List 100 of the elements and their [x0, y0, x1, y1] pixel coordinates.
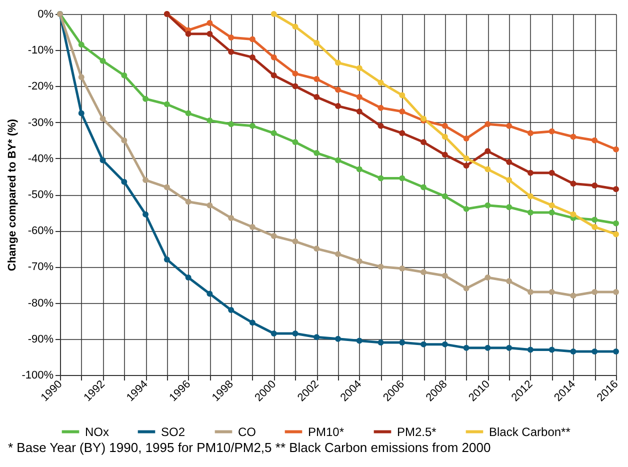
point [228, 214, 234, 221]
point [78, 42, 84, 48]
y-tick-label: -60% [28, 225, 54, 238]
point [270, 11, 277, 17]
point [570, 211, 576, 218]
point [420, 269, 427, 276]
point [484, 344, 491, 351]
point [292, 330, 298, 336]
point [506, 122, 512, 129]
point [463, 162, 470, 169]
y-tick-label: -30% [28, 116, 54, 129]
point [527, 210, 534, 216]
point [249, 122, 256, 129]
y-tick-label: -100% [22, 370, 54, 382]
y-tick-label: -20% [28, 80, 54, 93]
y-tick-label: -90% [28, 333, 54, 346]
point [592, 348, 598, 355]
point [527, 288, 534, 295]
point [484, 121, 491, 128]
point [206, 290, 213, 297]
point [378, 80, 384, 86]
legend-label: PM2.5* [397, 424, 437, 439]
point [506, 204, 512, 210]
point [442, 134, 448, 140]
point [185, 198, 192, 205]
point [292, 70, 298, 77]
point [442, 122, 448, 129]
point [335, 86, 341, 93]
point [270, 330, 277, 336]
point [442, 152, 448, 158]
point [228, 121, 234, 128]
point [527, 193, 534, 200]
point [592, 288, 598, 295]
point [356, 108, 362, 114]
legend-label: SO2 [161, 424, 186, 439]
point [613, 186, 619, 192]
point [463, 136, 470, 142]
point [314, 76, 320, 82]
point [527, 170, 534, 176]
point [185, 274, 192, 281]
point [314, 150, 320, 156]
point [270, 54, 277, 60]
point [484, 148, 491, 154]
point [506, 344, 512, 351]
point [270, 72, 277, 78]
point [335, 157, 341, 164]
point [570, 292, 576, 299]
point [442, 341, 448, 348]
point [206, 30, 213, 37]
point [100, 116, 106, 122]
point [613, 146, 619, 152]
point [548, 170, 555, 176]
point [314, 334, 320, 340]
point [249, 320, 256, 326]
point [613, 231, 619, 238]
point [164, 184, 170, 190]
point [463, 206, 470, 212]
point [420, 139, 427, 146]
point [270, 233, 277, 240]
point [206, 20, 213, 26]
point [570, 180, 576, 187]
point [292, 83, 298, 90]
point [548, 210, 555, 216]
y-tick-label: -10% [28, 44, 54, 57]
y-tick-label: 0% [38, 8, 54, 20]
point [442, 272, 448, 279]
point [399, 266, 406, 272]
point [506, 177, 512, 184]
legend-label: Black Carbon** [489, 424, 571, 439]
point [356, 338, 362, 344]
point [314, 94, 320, 100]
point [399, 175, 406, 182]
y-tick-label: -70% [28, 261, 54, 274]
point [356, 258, 362, 264]
point [399, 340, 406, 346]
point [527, 130, 534, 136]
point [335, 103, 341, 110]
point [420, 184, 427, 190]
point [292, 139, 298, 146]
point [399, 92, 406, 98]
point [399, 108, 406, 114]
point [100, 58, 106, 64]
point [121, 137, 128, 144]
point [484, 166, 491, 172]
point [292, 24, 298, 30]
legend-label: CO [238, 424, 256, 439]
point [164, 101, 170, 108]
point [121, 72, 128, 78]
point [463, 285, 470, 292]
point [121, 178, 128, 185]
point [249, 224, 256, 230]
point [592, 224, 598, 230]
point [292, 238, 298, 244]
point [420, 341, 427, 348]
point [548, 288, 555, 295]
point [356, 94, 362, 100]
point [335, 251, 341, 258]
point [484, 274, 491, 281]
point [378, 175, 384, 182]
point [548, 202, 555, 208]
